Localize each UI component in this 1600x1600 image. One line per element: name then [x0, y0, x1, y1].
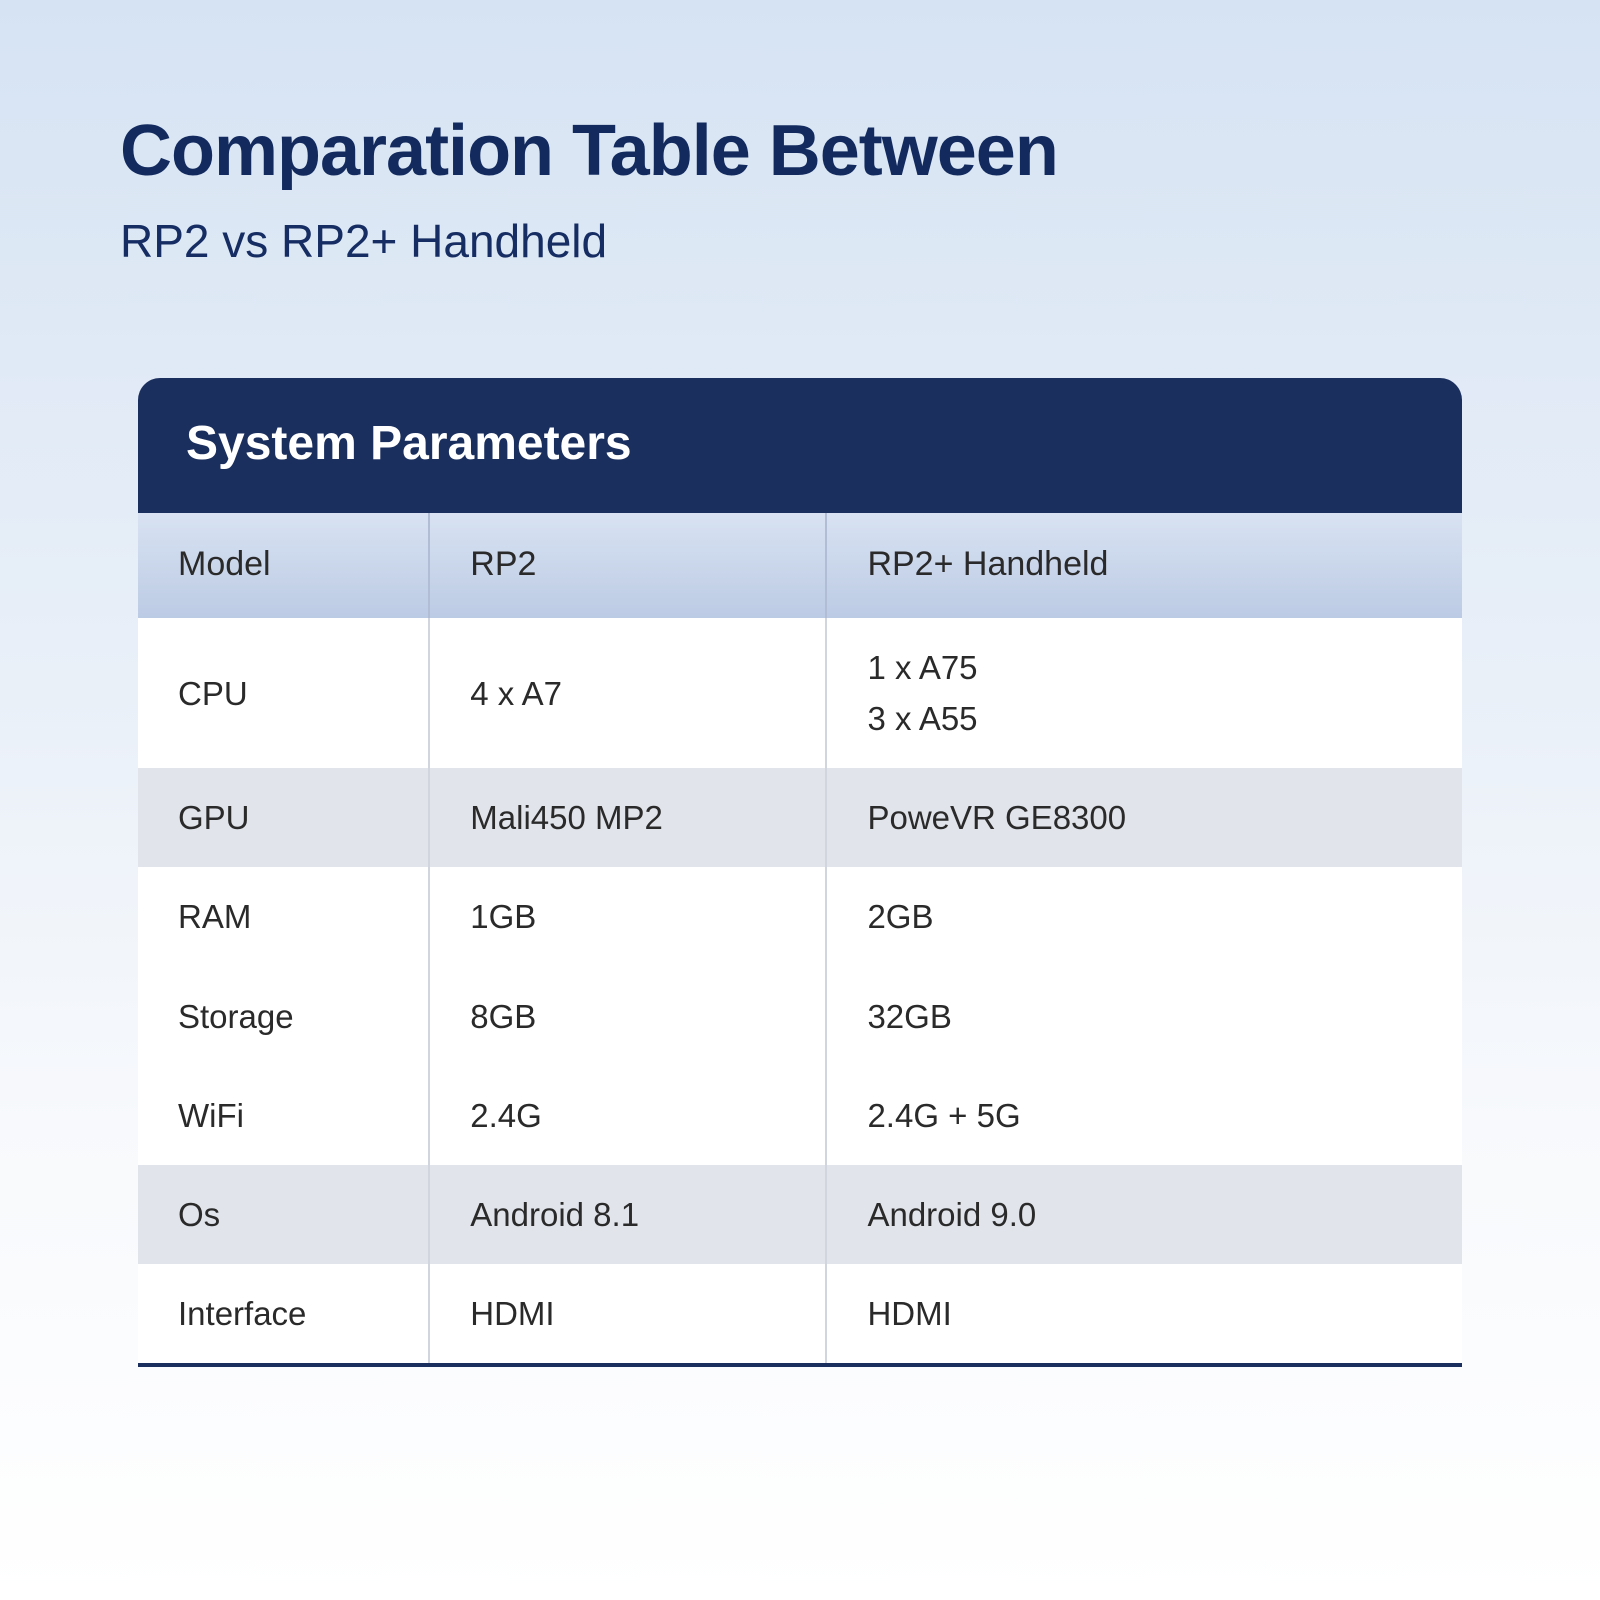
table-row: GPUMali450 MP2PoweVR GE8300: [138, 768, 1462, 867]
row-value-rp2: Mali450 MP2: [429, 768, 826, 867]
col-header-rp2plus: RP2+ Handheld: [826, 513, 1462, 618]
table-row: InterfaceHDMIHDMI: [138, 1264, 1462, 1363]
row-label: RAM: [138, 867, 429, 966]
table-row: WiFi2.4G2.4G + 5G: [138, 1066, 1462, 1165]
table-row: RAM1GB2GB: [138, 867, 1462, 966]
row-value-rp2plus: 32GB: [826, 967, 1462, 1066]
row-value-rp2: 1GB: [429, 867, 826, 966]
page-title: Comparation Table Between: [120, 110, 1480, 192]
page-subtitle: RP2 vs RP2+ Handheld: [120, 214, 1480, 268]
row-label: GPU: [138, 768, 429, 867]
table-title: System Parameters: [138, 378, 1462, 513]
row-label: CPU: [138, 618, 429, 768]
table-body: Model RP2 RP2+ Handheld CPU4 x A71 x A75…: [138, 513, 1462, 1363]
col-header-rp2: RP2: [429, 513, 826, 618]
row-value-rp2: 8GB: [429, 967, 826, 1066]
table-row: CPU4 x A71 x A75 3 x A55: [138, 618, 1462, 768]
row-value-rp2plus: 1 x A75 3 x A55: [826, 618, 1462, 768]
table-row: Storage8GB32GB: [138, 967, 1462, 1066]
row-label: WiFi: [138, 1066, 429, 1165]
row-label: Interface: [138, 1264, 429, 1363]
row-value-rp2: Android 8.1: [429, 1165, 826, 1264]
row-value-rp2plus: PoweVR GE8300: [826, 768, 1462, 867]
row-label: Os: [138, 1165, 429, 1264]
row-value-rp2: HDMI: [429, 1264, 826, 1363]
col-header-label: Model: [138, 513, 429, 618]
row-value-rp2: 4 x A7: [429, 618, 826, 768]
comparison-table: System Parameters Model RP2 RP2+ Handhel…: [138, 378, 1462, 1367]
table-header-row: Model RP2 RP2+ Handheld: [138, 513, 1462, 618]
row-value-rp2: 2.4G: [429, 1066, 826, 1165]
row-value-rp2plus: 2.4G + 5G: [826, 1066, 1462, 1165]
row-value-rp2plus: HDMI: [826, 1264, 1462, 1363]
row-label: Storage: [138, 967, 429, 1066]
row-value-rp2plus: Android 9.0: [826, 1165, 1462, 1264]
table-row: OsAndroid 8.1Android 9.0: [138, 1165, 1462, 1264]
row-value-rp2plus: 2GB: [826, 867, 1462, 966]
